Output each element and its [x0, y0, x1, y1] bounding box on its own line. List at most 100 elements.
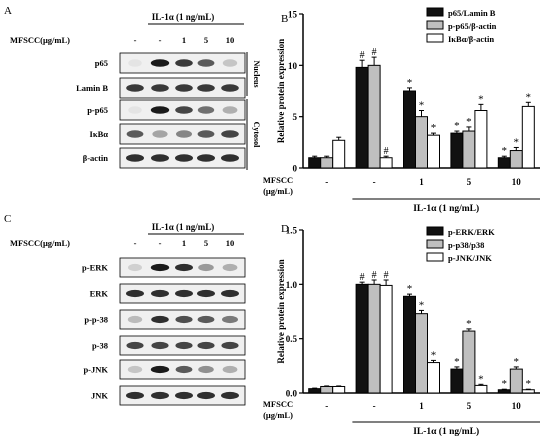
- band: [175, 341, 193, 350]
- significance-mark: *: [454, 120, 460, 132]
- band-label: JNK: [91, 391, 108, 401]
- band: [222, 59, 238, 67]
- band: [222, 315, 238, 324]
- band: [197, 154, 215, 162]
- bar: [320, 385, 334, 394]
- bar-chart-D: D 0.0 0.5 1.0 1.5 Relative protein expression…: [263, 223, 540, 437]
- y-tick-label: 15: [288, 10, 298, 20]
- band: [221, 341, 239, 350]
- band: [221, 84, 239, 92]
- band: [128, 263, 142, 272]
- bar: [320, 157, 334, 169]
- legend-label: p-p65/β-actin: [448, 21, 497, 31]
- significance-mark: *: [514, 356, 520, 368]
- legend-label: p65/Lamin B: [448, 8, 496, 18]
- band: [150, 59, 170, 67]
- band: [127, 315, 143, 324]
- band: [151, 391, 169, 400]
- dose-value: -: [134, 35, 137, 45]
- x-tick-label: 5: [467, 401, 472, 411]
- legend-swatch: [426, 239, 444, 249]
- y-tick-label: 1.5: [286, 226, 298, 236]
- band: [198, 263, 214, 272]
- bar: [308, 157, 322, 169]
- y-tick-label: 0: [293, 164, 298, 174]
- dose-value: -: [134, 238, 137, 248]
- bar: [474, 110, 488, 169]
- band: [175, 289, 193, 298]
- band: [221, 154, 239, 162]
- band: [126, 84, 144, 92]
- legend-swatch: [426, 20, 444, 30]
- band: [221, 289, 239, 298]
- band: [198, 365, 214, 374]
- band: [152, 130, 168, 138]
- legend-swatch: [426, 252, 444, 262]
- band: [151, 154, 169, 162]
- band: [175, 154, 193, 162]
- x-tick-label: -: [373, 177, 376, 187]
- legend-label: p-p38/p38: [448, 240, 484, 250]
- bar: [403, 295, 416, 394]
- band: [128, 59, 142, 67]
- bar: [450, 368, 464, 394]
- significance-mark: #: [372, 270, 377, 281]
- blot-panel-A: A IL-1α (1 ng/mL) MFSCC(μg/mL) - - 1 5 10 p65 Lam…: [4, 5, 261, 170]
- y-axis-label: Relative protein expression: [276, 259, 286, 363]
- band: [126, 154, 144, 162]
- y-tick-label: 1.0: [286, 280, 298, 290]
- band: [197, 289, 215, 298]
- legend-label: p-ERK/ERK: [448, 227, 495, 237]
- bar: [521, 105, 535, 169]
- x-tick-label: 10: [512, 177, 522, 187]
- band: [197, 84, 215, 92]
- band: [126, 341, 144, 350]
- legend-label: IκBα/β-actin: [448, 34, 494, 44]
- significance-mark: *: [454, 356, 460, 368]
- band: [151, 341, 169, 350]
- bar: [355, 66, 369, 169]
- significance-mark: #: [372, 47, 377, 58]
- band: [175, 365, 193, 374]
- section-label: Cytosol: [252, 122, 261, 149]
- y-tick-label: 5: [293, 112, 298, 122]
- significance-mark: *: [407, 77, 413, 89]
- band-label: p-JNK: [83, 365, 108, 375]
- significance-mark: *: [478, 373, 484, 385]
- band: [176, 130, 192, 138]
- band-label: Lamin B: [76, 83, 108, 93]
- band: [126, 130, 144, 138]
- treatment-label: IL-1α (1 ng/mL): [152, 222, 215, 232]
- dose-value: 5: [204, 35, 208, 45]
- x-tick-label: 5: [467, 177, 472, 187]
- legend-swatch: [426, 226, 444, 236]
- y-tick-label: 0.0: [286, 389, 298, 399]
- band: [150, 263, 170, 272]
- band: [128, 106, 142, 114]
- bar: [415, 313, 428, 394]
- bar: [462, 130, 476, 169]
- significance-mark: *: [466, 318, 472, 330]
- x-axis-label: MFSCC: [263, 175, 293, 185]
- bar: [521, 389, 535, 394]
- bar: [415, 116, 428, 169]
- band: [175, 84, 193, 92]
- x-axis-label-unit: (μg/mL): [263, 186, 293, 196]
- band: [175, 106, 193, 114]
- band: [197, 59, 215, 67]
- dose-value: 10: [226, 35, 235, 45]
- y-tick-label: 10: [288, 61, 298, 71]
- x-tick-label: 10: [512, 401, 522, 411]
- dose-label: MFSCC(μg/mL): [10, 35, 70, 45]
- band: [221, 391, 239, 400]
- bar: [450, 132, 464, 169]
- significance-mark: *: [502, 145, 508, 157]
- band: [126, 391, 144, 400]
- significance-mark: #: [360, 272, 365, 283]
- significance-mark: *: [431, 349, 437, 361]
- bar: [332, 139, 346, 169]
- bar: [332, 385, 346, 394]
- treatment-label: IL-1α (1 ng/mL): [152, 12, 215, 22]
- bar: [308, 388, 322, 394]
- blot-panel-C: C IL-1α (1 ng/mL) MFSCC(μg/mL) - - 1 5 10 p-ERK E…: [4, 213, 246, 406]
